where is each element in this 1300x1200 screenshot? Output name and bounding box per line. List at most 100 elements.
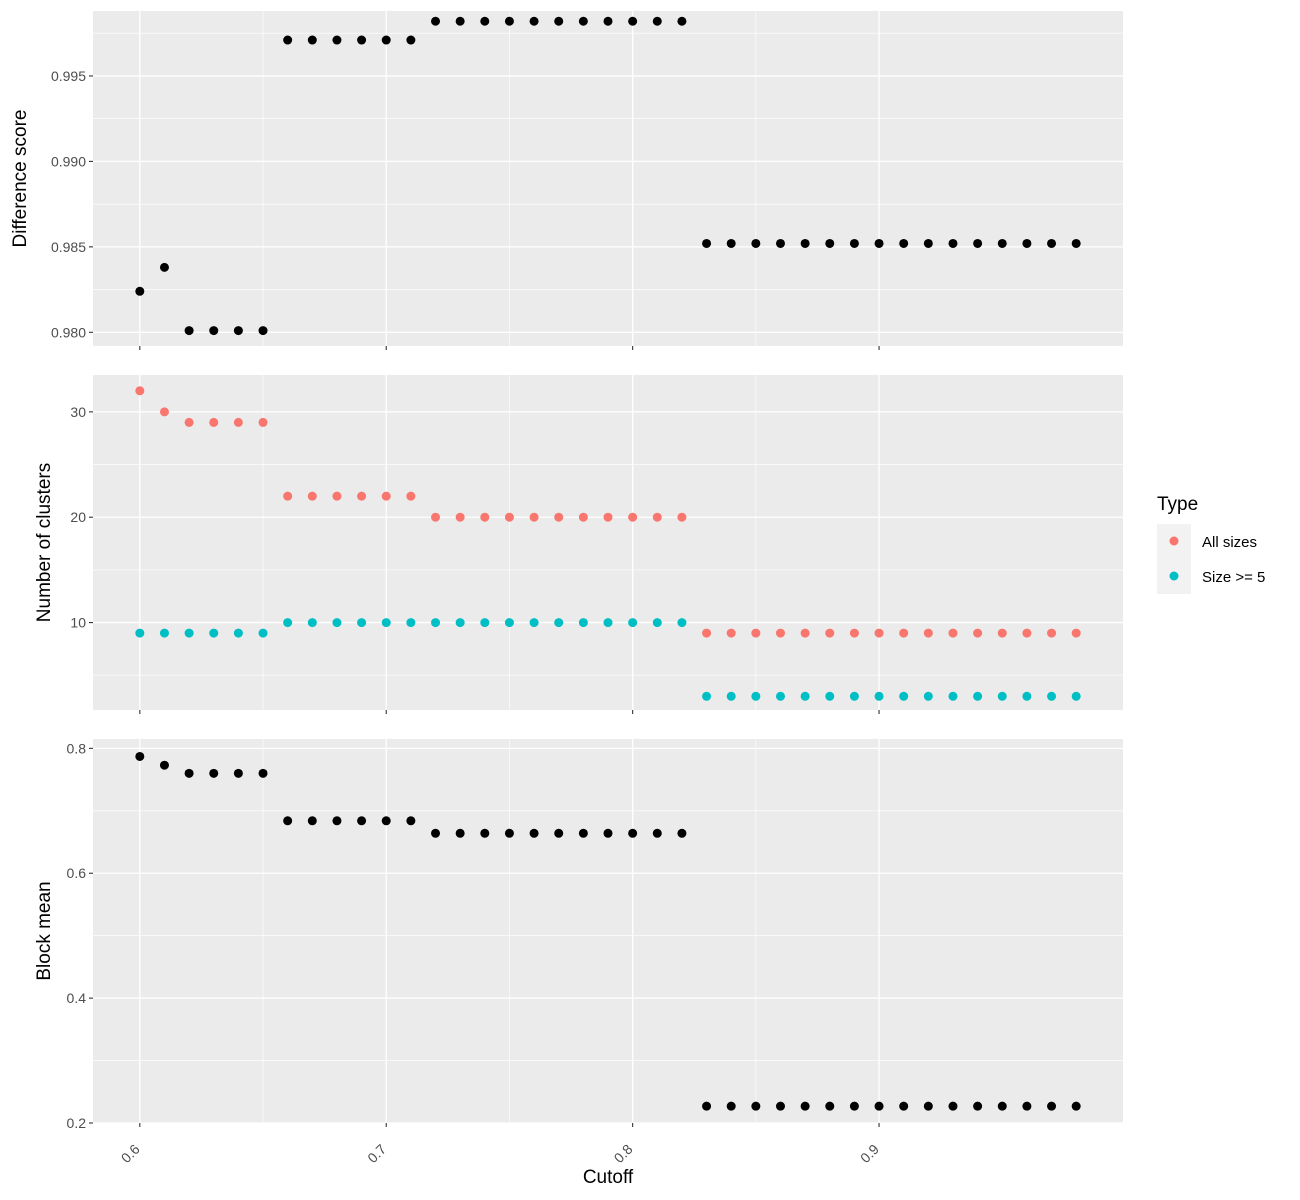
data-point bbox=[775, 238, 785, 248]
data-point bbox=[997, 691, 1007, 701]
data-point bbox=[652, 828, 662, 838]
data-point bbox=[406, 491, 416, 501]
data-point bbox=[702, 628, 712, 638]
data-point bbox=[677, 618, 687, 628]
data-point bbox=[899, 691, 909, 701]
y-axis-title: Block mean bbox=[34, 881, 55, 980]
data-point bbox=[1071, 628, 1081, 638]
data-point bbox=[504, 16, 514, 26]
data-point bbox=[874, 628, 884, 638]
data-point bbox=[702, 691, 712, 701]
data-point bbox=[159, 407, 169, 417]
data-point bbox=[652, 512, 662, 522]
data-point bbox=[825, 238, 835, 248]
data-point bbox=[603, 618, 613, 628]
data-point bbox=[209, 326, 219, 336]
data-point bbox=[775, 628, 785, 638]
data-point bbox=[209, 417, 219, 427]
data-point bbox=[628, 828, 638, 838]
series-size-5 bbox=[135, 618, 1081, 701]
data-point bbox=[1022, 691, 1032, 701]
data-point bbox=[726, 1101, 736, 1111]
legend-key-size-ge-5 bbox=[1169, 571, 1179, 581]
data-point bbox=[184, 628, 194, 638]
data-point bbox=[332, 35, 342, 45]
data-point bbox=[800, 691, 810, 701]
data-point bbox=[381, 491, 391, 501]
data-point bbox=[135, 628, 145, 638]
data-point bbox=[258, 768, 268, 778]
data-point bbox=[751, 1101, 761, 1111]
data-point bbox=[973, 238, 983, 248]
data-point bbox=[233, 326, 243, 336]
data-point bbox=[1022, 238, 1032, 248]
series-all-sizes bbox=[135, 386, 1081, 638]
data-point bbox=[578, 828, 588, 838]
legend-key-all-sizes bbox=[1169, 536, 1179, 546]
data-point bbox=[233, 768, 243, 778]
data-point bbox=[554, 828, 564, 838]
data-point bbox=[973, 628, 983, 638]
data-point bbox=[431, 512, 441, 522]
data-point bbox=[874, 691, 884, 701]
data-point bbox=[283, 816, 293, 826]
data-point bbox=[578, 618, 588, 628]
panel-2: 10 20 30 Number of clusters bbox=[34, 375, 1123, 714]
data-point bbox=[825, 628, 835, 638]
data-point bbox=[751, 238, 761, 248]
data-point bbox=[406, 816, 416, 826]
data-point bbox=[233, 417, 243, 427]
data-point bbox=[431, 828, 441, 838]
y-tick-label: 20 bbox=[70, 509, 86, 525]
data-point bbox=[775, 1101, 785, 1111]
data-point bbox=[283, 618, 293, 628]
y-tick-label: 0.6 bbox=[67, 865, 87, 881]
data-point bbox=[1047, 691, 1057, 701]
data-point bbox=[135, 286, 145, 296]
data-point bbox=[357, 35, 367, 45]
data-point bbox=[480, 828, 490, 838]
data-point bbox=[751, 628, 761, 638]
data-point bbox=[800, 1101, 810, 1111]
data-point bbox=[849, 1101, 859, 1111]
data-point bbox=[973, 1101, 983, 1111]
data-point bbox=[529, 512, 539, 522]
data-point bbox=[529, 16, 539, 26]
data-point bbox=[800, 238, 810, 248]
data-point bbox=[184, 417, 194, 427]
data-point bbox=[406, 35, 416, 45]
panel-background bbox=[93, 11, 1123, 346]
data-point bbox=[357, 491, 367, 501]
data-point bbox=[455, 828, 465, 838]
data-point bbox=[381, 816, 391, 826]
data-point bbox=[529, 828, 539, 838]
data-point bbox=[357, 816, 367, 826]
x-tick-label: 0.9 bbox=[857, 1141, 882, 1166]
series-points bbox=[135, 751, 1081, 1111]
series-points bbox=[135, 16, 1081, 336]
y-tick-label: 0.985 bbox=[51, 239, 86, 255]
data-point bbox=[159, 760, 169, 770]
data-point bbox=[431, 16, 441, 26]
data-point bbox=[874, 1101, 884, 1111]
y-tick-label: 30 bbox=[70, 404, 86, 420]
y-axis-title: Number of clusters bbox=[34, 463, 55, 622]
data-point bbox=[775, 691, 785, 701]
data-point bbox=[603, 512, 613, 522]
data-point bbox=[480, 618, 490, 628]
data-point bbox=[209, 628, 219, 638]
data-point bbox=[899, 1101, 909, 1111]
data-point bbox=[529, 618, 539, 628]
data-point bbox=[628, 512, 638, 522]
panel-1: 0.980 0.985 0.990 0.995 Difference score bbox=[10, 11, 1123, 350]
data-point bbox=[332, 816, 342, 826]
data-point bbox=[480, 16, 490, 26]
data-point bbox=[1022, 1101, 1032, 1111]
data-point bbox=[258, 628, 268, 638]
data-point bbox=[973, 691, 983, 701]
panel-background bbox=[93, 739, 1123, 1123]
data-point bbox=[948, 238, 958, 248]
panel-3: 0.2 0.4 0.6 0.8 Block mean bbox=[34, 739, 1123, 1131]
data-point bbox=[159, 262, 169, 272]
